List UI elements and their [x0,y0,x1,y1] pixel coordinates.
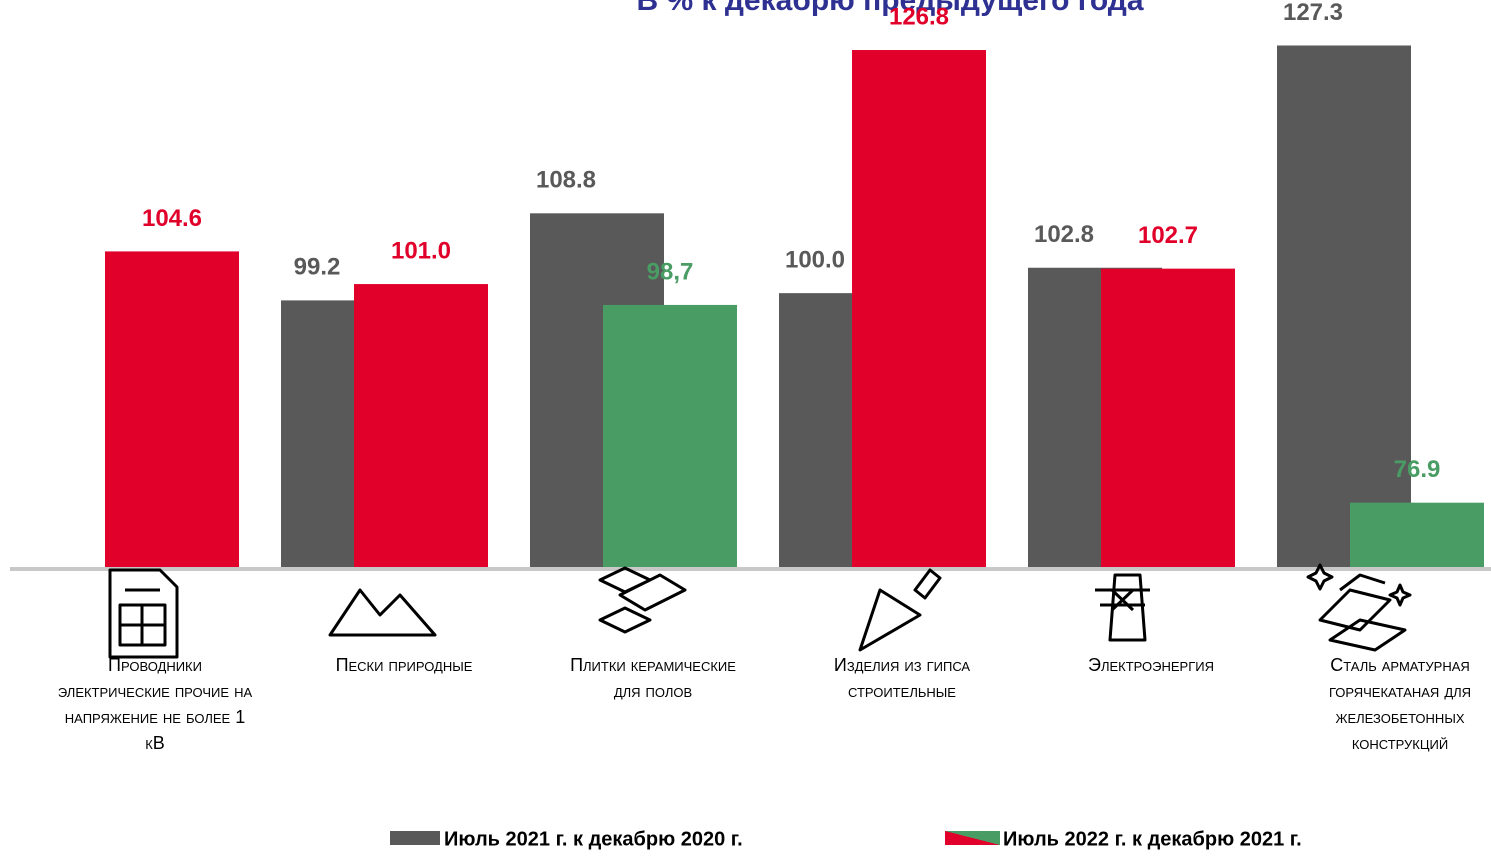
value-label: 76.9 [1394,456,1441,483]
legend-label: Июль 2022 г. к декабрю 2021 г. [1003,828,1302,850]
value-label: 98,7 [647,258,694,285]
category-slot: Сталь арматурная горячекатаная для желез… [1328,655,1472,753]
value-label: 108.8 [536,167,596,194]
category-slot: Плитки керамические для полов [570,655,736,701]
value-label: 99.2 [294,254,341,281]
value-label: 102.7 [1138,222,1198,249]
category-slot: Пески природные [335,655,473,675]
chart-title: В % к декабрю предыдущего года [637,0,1144,17]
x-tick-label: Сталь арматурная горячекатаная для желез… [1328,655,1472,753]
x-tick-label: Проводники электрические прочие на напря… [57,655,253,753]
legend-swatch [390,831,440,845]
bar [1350,502,1484,568]
legend-label: Июль 2021 г. к декабрю 2020 г. [444,828,743,850]
category-slot: Изделия из гипса строительные [833,655,971,701]
x-tick-label: Пески природные [335,655,473,675]
icons [108,563,1412,659]
value-label: 126.8 [889,3,949,30]
legend-swatch [945,831,1000,845]
bar [1277,45,1411,568]
bar [603,304,737,568]
x-tick-label: Плитки керамические для полов [570,655,736,701]
value-label: 100.0 [785,246,845,273]
value-label: 127.3 [1283,0,1343,26]
value-label: 101.0 [391,237,451,264]
category-slot: Проводники электрические прочие на напря… [57,655,253,753]
x-tick-label: Электроэнергия [1088,655,1214,675]
bar [354,284,488,568]
x-tick-label: Изделия из гипса строительные [833,655,971,701]
category-slot: Электроэнергия [1088,655,1214,675]
value-label: 102.8 [1034,221,1094,248]
bar [852,50,986,568]
value-label: 104.6 [142,205,202,232]
bar [1101,268,1235,568]
bar [105,251,239,569]
